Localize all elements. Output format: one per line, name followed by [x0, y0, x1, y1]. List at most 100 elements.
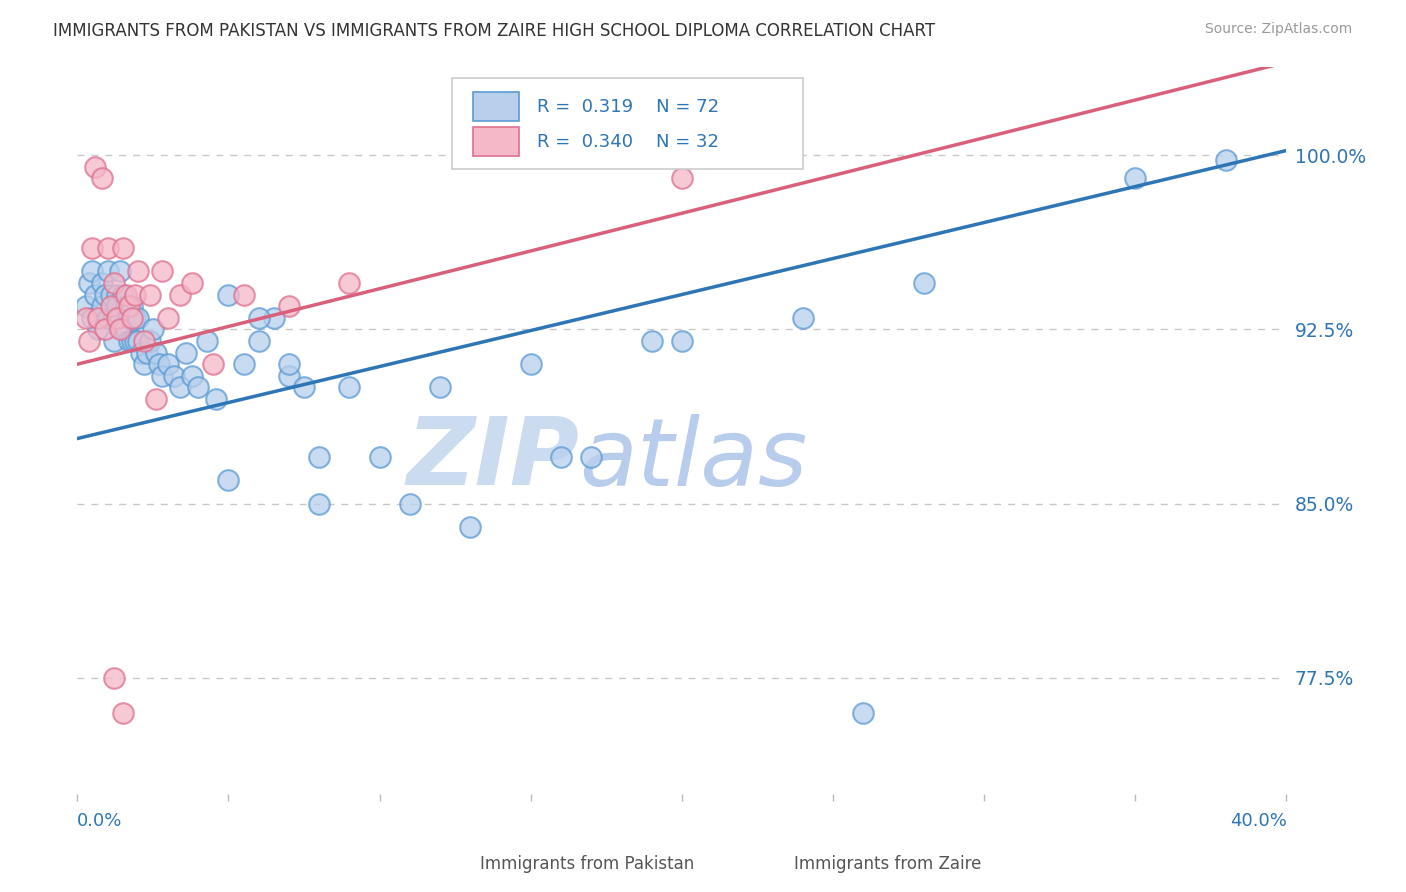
- Point: [163, 368, 186, 383]
- Point: [105, 287, 128, 301]
- Point: [111, 241, 134, 255]
- Point: [550, 450, 572, 464]
- Point: [232, 287, 254, 301]
- Point: [132, 357, 155, 371]
- Point: [79, 276, 101, 290]
- Point: [87, 310, 110, 325]
- Point: [118, 334, 141, 348]
- Point: [121, 299, 143, 313]
- Point: [111, 287, 134, 301]
- Point: [145, 392, 167, 406]
- FancyBboxPatch shape: [472, 93, 519, 121]
- Point: [1215, 153, 1237, 167]
- Point: [174, 345, 197, 359]
- Point: [458, 520, 481, 534]
- Text: R =  0.319    N = 72: R = 0.319 N = 72: [537, 98, 718, 116]
- Point: [278, 368, 301, 383]
- Point: [82, 241, 104, 255]
- Point: [671, 171, 693, 186]
- Text: 0.0%: 0.0%: [77, 813, 122, 830]
- FancyBboxPatch shape: [453, 78, 803, 169]
- Point: [111, 322, 134, 336]
- Point: [124, 287, 146, 301]
- Point: [103, 276, 125, 290]
- Point: [108, 310, 131, 325]
- Point: [520, 357, 543, 371]
- Point: [399, 497, 422, 511]
- Point: [912, 276, 935, 290]
- Point: [108, 322, 131, 336]
- Point: [127, 264, 149, 278]
- Point: [132, 334, 155, 348]
- Point: [308, 450, 330, 464]
- Point: [135, 345, 157, 359]
- Point: [121, 310, 143, 325]
- FancyBboxPatch shape: [737, 851, 782, 879]
- Point: [90, 171, 112, 186]
- Point: [129, 345, 152, 359]
- Point: [232, 357, 254, 371]
- Point: [103, 310, 125, 325]
- Point: [792, 310, 814, 325]
- FancyBboxPatch shape: [472, 128, 519, 156]
- Point: [337, 276, 360, 290]
- Point: [139, 287, 162, 301]
- Point: [263, 310, 285, 325]
- FancyBboxPatch shape: [422, 851, 468, 879]
- Point: [103, 334, 125, 348]
- Point: [118, 299, 141, 313]
- Point: [124, 310, 146, 325]
- Point: [108, 264, 131, 278]
- Point: [671, 334, 693, 348]
- Text: Immigrants from Pakistan: Immigrants from Pakistan: [479, 855, 695, 873]
- Point: [96, 264, 118, 278]
- Text: R =  0.340    N = 32: R = 0.340 N = 32: [537, 133, 718, 151]
- Point: [218, 287, 240, 301]
- Point: [278, 299, 301, 313]
- Point: [111, 706, 134, 720]
- Point: [145, 345, 167, 359]
- Point: [139, 334, 162, 348]
- Point: [105, 299, 128, 313]
- Point: [205, 392, 228, 406]
- Point: [96, 241, 118, 255]
- Text: atlas: atlas: [579, 414, 807, 505]
- Point: [202, 357, 225, 371]
- Point: [84, 160, 107, 174]
- Point: [308, 497, 330, 511]
- Point: [292, 380, 315, 394]
- Text: Immigrants from Zaire: Immigrants from Zaire: [794, 855, 981, 873]
- Text: ZIP: ZIP: [406, 414, 579, 506]
- Text: IMMIGRANTS FROM PAKISTAN VS IMMIGRANTS FROM ZAIRE HIGH SCHOOL DIPLOMA CORRELATIO: IMMIGRANTS FROM PAKISTAN VS IMMIGRANTS F…: [53, 22, 935, 40]
- Point: [278, 357, 301, 371]
- Point: [114, 322, 136, 336]
- Point: [118, 310, 141, 325]
- Point: [368, 450, 391, 464]
- Text: Source: ZipAtlas.com: Source: ZipAtlas.com: [1205, 22, 1353, 37]
- Point: [93, 322, 115, 336]
- Point: [127, 310, 149, 325]
- Point: [169, 287, 191, 301]
- Point: [93, 287, 115, 301]
- Point: [90, 299, 112, 313]
- Point: [247, 334, 270, 348]
- Text: 40.0%: 40.0%: [1230, 813, 1286, 830]
- Point: [100, 287, 122, 301]
- Point: [641, 334, 664, 348]
- Point: [82, 264, 104, 278]
- Point: [337, 380, 360, 394]
- Point: [150, 264, 173, 278]
- Point: [142, 322, 165, 336]
- Point: [124, 334, 146, 348]
- Point: [114, 287, 136, 301]
- Point: [247, 310, 270, 325]
- Point: [79, 334, 101, 348]
- Point: [75, 310, 97, 325]
- Point: [75, 299, 97, 313]
- Point: [105, 310, 128, 325]
- Point: [195, 334, 218, 348]
- Point: [87, 322, 110, 336]
- Point: [150, 368, 173, 383]
- Point: [114, 299, 136, 313]
- Point: [127, 334, 149, 348]
